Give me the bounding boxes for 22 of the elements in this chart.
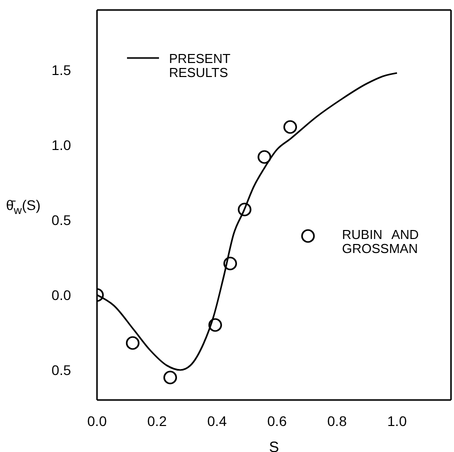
y-axis-title: θ̄$_{w}$(S)	[6, 197, 41, 217]
x-tick-label: 0.2	[147, 412, 167, 429]
x-tick-label: 0.8	[327, 412, 347, 429]
x-tick-label: 1.0	[387, 412, 407, 429]
legend-label: PRESENT RESULTS	[169, 51, 230, 80]
point	[238, 202, 252, 216]
point	[163, 370, 177, 384]
point	[258, 150, 272, 164]
point	[126, 336, 140, 350]
legend-label: RUBIN AND GROSSMAN	[342, 227, 419, 256]
x-axis-title: S	[268, 439, 280, 452]
y-tick-label: 0.5	[52, 212, 72, 228]
x-tick-label: 0.6	[267, 412, 287, 429]
point	[208, 318, 222, 332]
point	[223, 256, 237, 270]
y-tick-label: 1.0	[52, 136, 72, 153]
point	[283, 120, 297, 134]
y-tick-label: 0.0	[52, 286, 72, 303]
x-tick-label: 0.4	[207, 412, 227, 429]
y-tick-label: 0.5	[52, 362, 72, 378]
x-tick-label: 0.0	[87, 412, 107, 429]
y-tick-label: 1.5	[52, 62, 72, 78]
